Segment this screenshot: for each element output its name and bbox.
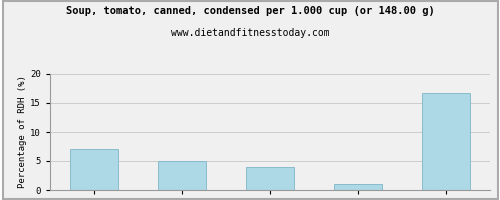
Text: Soup, tomato, canned, condensed per 1.000 cup (or 148.00 g): Soup, tomato, canned, condensed per 1.00…	[66, 6, 434, 16]
Bar	[158, 161, 206, 190]
Text: www.dietandfitnesstoday.com: www.dietandfitnesstoday.com	[170, 28, 330, 38]
Bar	[334, 184, 382, 190]
Bar	[246, 167, 294, 190]
Y-axis label: Percentage of RDH (%): Percentage of RDH (%)	[18, 76, 28, 188]
Bar	[422, 93, 470, 190]
Bar	[70, 149, 118, 190]
